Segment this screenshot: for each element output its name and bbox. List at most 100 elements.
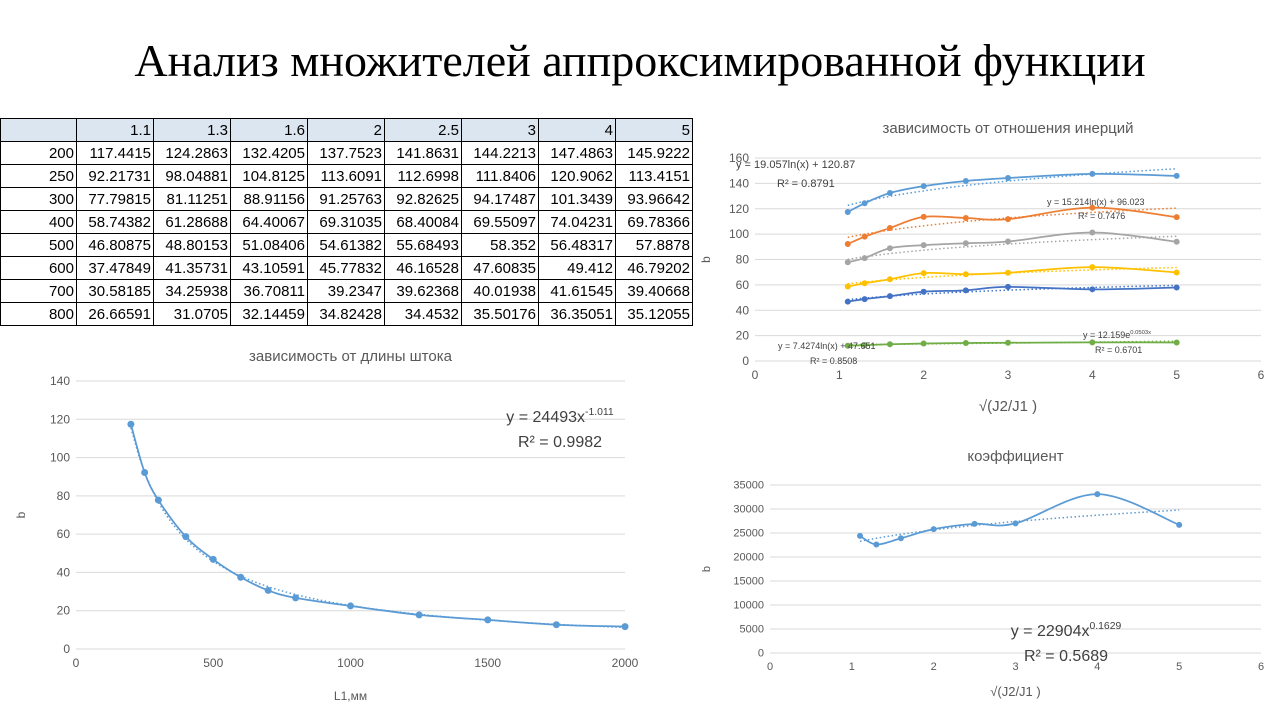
data-table: 1.1 1.3 1.6 2 2.5 3 4 5 200 117.4415 124.2… — [0, 118, 693, 326]
table-cell: 124.2863 — [153, 141, 231, 165]
data-point — [844, 342, 851, 349]
y-tick-label: 140 — [50, 374, 70, 388]
table-cell: 101.3439 — [538, 187, 616, 211]
data-point — [1094, 491, 1101, 498]
y-tick-label: 120 — [50, 412, 70, 426]
table-cell: 36.70811 — [230, 279, 308, 303]
table-cell: 104.8125 — [230, 164, 308, 188]
data-point — [1005, 238, 1011, 245]
y-tick-label: 20 — [736, 329, 750, 343]
data-point — [1173, 284, 1180, 291]
table-cell: 47.60835 — [461, 256, 539, 280]
data-point — [127, 420, 135, 428]
data-point — [844, 209, 851, 216]
table-cell: 45.77832 — [307, 256, 385, 280]
r-squared-label: R² = 0.5689 — [1024, 648, 1108, 665]
table-cell: 98.04881 — [153, 164, 231, 188]
data-point — [861, 296, 868, 303]
y-tick-label: 140 — [729, 176, 749, 190]
table-cell: 54.61382 — [307, 233, 385, 257]
y-tick-label: 80 — [736, 253, 750, 267]
table-row-header: 600 — [0, 256, 77, 280]
table-row-header: 500 — [0, 233, 77, 257]
table-cell: 94.17487 — [461, 187, 539, 211]
table-row: 600 37.47849 41.35731 43.10591 45.77832 46.16… — [0, 256, 693, 280]
table-cell: 92.82625 — [384, 187, 462, 211]
data-point — [154, 496, 162, 504]
data-point — [1176, 521, 1183, 528]
table-cell: 39.40668 — [615, 279, 693, 303]
y-tick-label: 25000 — [733, 528, 764, 540]
data-point — [920, 183, 927, 190]
data-point — [861, 342, 868, 349]
table-cell: 51.08406 — [230, 233, 308, 257]
data-point — [1005, 269, 1011, 276]
data-point — [141, 469, 149, 477]
table-cell: 35.12055 — [615, 302, 693, 326]
table-row: 500 46.80875 48.80153 51.08406 54.61382 55.68… — [0, 233, 693, 257]
table-cell: 26.66591 — [76, 302, 154, 326]
inertia-chart: зависимость от отношения инерций02040608… — [699, 120, 1265, 415]
data-point — [962, 177, 969, 184]
trendline — [847, 284, 1177, 301]
data-point — [861, 200, 868, 207]
data-point — [621, 623, 629, 631]
data-point — [920, 288, 927, 295]
chart-title: зависимость от отношения инерций — [882, 120, 1133, 137]
x-tick-label: 0 — [752, 368, 759, 382]
r-squared-label: R² = 0.8791 — [777, 178, 835, 190]
y-tick-label: 35000 — [733, 480, 764, 492]
table-cell: 34.4532 — [384, 302, 462, 326]
table-header-cell: 3 — [461, 118, 539, 142]
y-axis-label: b — [14, 511, 28, 518]
data-point — [886, 293, 893, 300]
table-cell: 61.28688 — [153, 210, 231, 234]
table-header-cell: 2 — [307, 118, 385, 142]
y-tick-label: 30000 — [733, 504, 764, 516]
data-point — [1005, 175, 1011, 182]
data-point — [209, 555, 217, 563]
x-tick-label: 2 — [920, 368, 927, 382]
y-tick-label: 120 — [729, 202, 749, 216]
table-row: 800 26.66591 31.0705 32.14459 34.82428 34.453… — [0, 302, 693, 326]
table-header-cell: 1.6 — [230, 118, 308, 142]
data-point — [1173, 238, 1180, 245]
x-tick-label: 6 — [1258, 368, 1265, 382]
r-squared-label: R² = 0.9982 — [518, 434, 602, 451]
series-line — [847, 266, 1177, 288]
table-cell: 111.8406 — [461, 164, 539, 188]
equation-base: y = 24493x — [506, 409, 585, 426]
table-cell: 39.2347 — [307, 279, 385, 303]
table-cell: 40.01938 — [461, 279, 539, 303]
table-cell: 36.35051 — [538, 302, 616, 326]
data-point — [264, 586, 272, 594]
data-point — [886, 245, 893, 252]
data-point — [1005, 283, 1011, 290]
table-cell: 48.80153 — [153, 233, 231, 257]
table-row: 300 77.79815 81.11251 88.91156 91.25763 92.82… — [0, 187, 693, 211]
equation-exponent: -1.011 — [585, 407, 614, 418]
table-cell: 69.78366 — [615, 210, 693, 234]
y-tick-label: 0 — [758, 648, 764, 660]
y-axis-label: b — [699, 256, 713, 263]
x-axis-label: √(J2/J1 ) — [990, 684, 1040, 699]
table-cell: 145.9222 — [615, 141, 693, 165]
table-cell: 34.25938 — [153, 279, 231, 303]
table-row: 700 30.58185 34.25938 36.70811 39.2347 39.623… — [0, 279, 693, 303]
data-point — [1089, 170, 1096, 177]
table-cell: 30.58185 — [76, 279, 154, 303]
table-cell: 34.82428 — [307, 302, 385, 326]
table-header-cell: 5 — [615, 118, 693, 142]
data-point — [920, 340, 927, 347]
data-point — [971, 520, 978, 527]
trendline-equation: y = 19.057ln(x) + 120.87 — [736, 159, 855, 171]
x-tick-label: 5 — [1173, 368, 1180, 382]
x-tick-label: 2000 — [612, 656, 639, 670]
table-cell: 46.16528 — [384, 256, 462, 280]
data-point — [962, 240, 969, 247]
y-tick-label: 0 — [742, 354, 749, 368]
data-point — [484, 616, 492, 624]
data-point — [1173, 339, 1180, 346]
table-cell: 46.80875 — [76, 233, 154, 257]
table-row-header: 400 — [0, 210, 77, 234]
